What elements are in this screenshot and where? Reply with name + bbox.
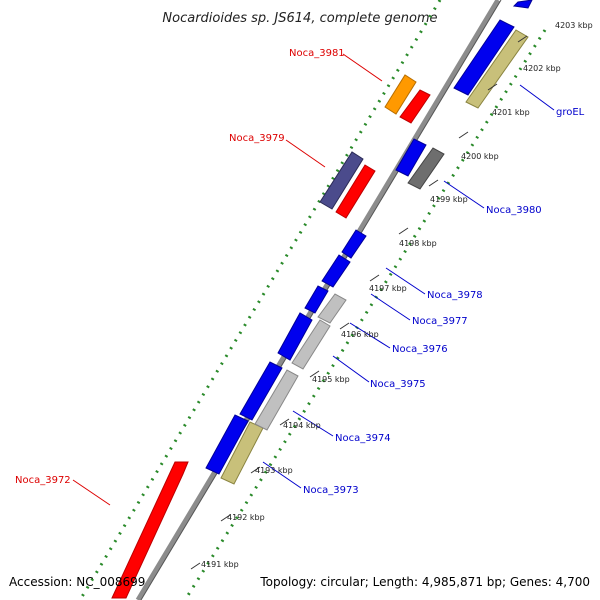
tick-label: 4197 kbp (369, 284, 407, 293)
gene-group-lower[interactable] (205, 361, 299, 485)
gene-group-middle[interactable] (277, 229, 367, 370)
tick-label: 4199 kbp (430, 195, 468, 204)
tick-labels: 4191 kbp 4192 kbp 4193 kbp 4194 kbp 4195… (201, 21, 593, 569)
tick-label: 4202 kbp (523, 64, 561, 73)
callout-lines (72, 53, 555, 506)
tick-label: 4203 kbp (555, 21, 593, 30)
tick-label: 4191 kbp (201, 560, 239, 569)
label-noca-3981[interactable]: Noca_3981 (289, 48, 345, 59)
label-noca-3979[interactable]: Noca_3979 (229, 133, 285, 144)
label-noca-3973[interactable]: Noca_3973 (303, 485, 359, 496)
tick-label: 4200 kbp (461, 152, 499, 161)
gene-noca-3981[interactable] (384, 74, 431, 124)
dotted-guide-left (78, 0, 442, 600)
tick-label: 4196 kbp (341, 330, 379, 339)
accession-text: Accession: NC_008699 (9, 575, 145, 589)
gene-noca-3979[interactable] (319, 151, 376, 219)
tick-label: 4198 kbp (399, 239, 437, 248)
tick-label: 4192 kbp (227, 513, 265, 522)
label-noca-3972[interactable]: Noca_3972 (15, 475, 71, 486)
label-noca-3978[interactable]: Noca_3978 (427, 290, 483, 301)
tick-label: 4194 kbp (283, 421, 321, 430)
tick-label: 4201 kbp (492, 108, 530, 117)
gene-labels: Noca_3972 Noca_3979 Noca_3981 groEL Noca… (15, 48, 585, 496)
label-groel[interactable]: groEL (556, 107, 585, 118)
tick-label: 4195 kbp (312, 375, 350, 384)
label-noca-3974[interactable]: Noca_3974 (335, 433, 391, 444)
label-noca-3975[interactable]: Noca_3975 (370, 379, 426, 390)
topology-text: Topology: circular; Length: 4,985,871 bp… (259, 575, 590, 589)
label-noca-3977[interactable]: Noca_3977 (412, 316, 468, 327)
gene-group-upper[interactable] (395, 0, 533, 190)
gene-noca-3972[interactable] (111, 461, 189, 599)
tick-label: 4193 kbp (255, 466, 293, 475)
map-title: Nocardioides sp. JS614, complete genome (162, 11, 437, 26)
label-noca-3980[interactable]: Noca_3980 (486, 205, 542, 216)
label-noca-3976[interactable]: Noca_3976 (392, 344, 448, 355)
tick-marks (190, 35, 528, 570)
